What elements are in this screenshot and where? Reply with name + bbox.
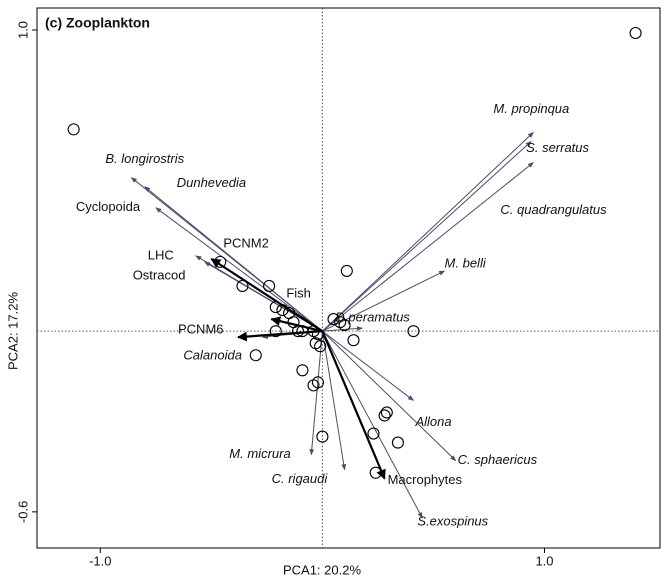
site-point — [291, 325, 305, 338]
site-point — [629, 26, 642, 40]
species-arrow — [322, 131, 534, 332]
species-label: M. belli — [445, 255, 487, 270]
species-arrow — [322, 162, 534, 332]
site-point — [249, 349, 262, 362]
site-point — [276, 304, 289, 317]
site-point — [316, 430, 329, 443]
species-arrow — [322, 330, 457, 462]
y-tick-label: 1.0 — [15, 21, 30, 39]
plot-frame — [36, 7, 661, 549]
chart-title: (c) Zooplankton — [45, 15, 150, 31]
x-tick-label: 1.0 — [535, 553, 553, 568]
site-point — [314, 340, 327, 353]
environment-label: PCNM6 — [178, 322, 224, 337]
site-point — [407, 325, 420, 338]
species-arrow — [321, 330, 423, 519]
site-point — [307, 379, 320, 392]
environment-label: PCNM2 — [223, 235, 269, 250]
site-point — [369, 466, 382, 479]
site-point — [214, 255, 227, 268]
species-label: M. micrura — [229, 446, 290, 461]
species-label: Dunhevedia — [177, 175, 246, 190]
species-label: C. sphaericus — [458, 452, 538, 467]
site-point — [327, 313, 340, 326]
site-point — [338, 319, 351, 332]
site-point — [296, 364, 309, 377]
environment-arrow — [321, 330, 386, 480]
species-arrow — [322, 141, 532, 332]
site-point — [311, 328, 325, 341]
y-axis-label: PCA2: 17.2% — [5, 292, 20, 370]
site-point — [380, 406, 393, 419]
site-point — [340, 264, 353, 277]
species-label: C. rigaudi — [272, 471, 329, 486]
species-arrow — [322, 330, 414, 401]
species-label: LHC — [148, 247, 174, 262]
species-label: C. quadrangulatus — [500, 202, 607, 217]
site-point — [391, 436, 404, 449]
species-label: S.exospinus — [417, 513, 488, 528]
site-point — [347, 334, 360, 347]
environment-label: Fish — [286, 286, 311, 301]
species-label: Ostracod — [133, 267, 186, 282]
species-label: S. serratus — [526, 140, 589, 155]
species-arrow — [322, 270, 446, 332]
site-point — [269, 325, 282, 338]
site-point — [269, 301, 282, 314]
environment-arrow — [270, 316, 323, 333]
species-arrow — [321, 331, 347, 471]
species-label: Calanoida — [183, 348, 242, 363]
x-tick-label: -1.0 — [89, 553, 111, 568]
y-tick-label: -0.6 — [15, 501, 30, 523]
site-point — [236, 279, 249, 293]
site-point — [263, 279, 276, 293]
site-point — [378, 409, 391, 422]
species-label: D.peramatus — [335, 310, 410, 325]
species-label: B. longirostris — [105, 151, 184, 166]
species-arrow — [155, 207, 323, 332]
species-arrow — [144, 186, 323, 332]
site-point — [367, 427, 380, 440]
x-axis-label: PCA1: 20.2% — [283, 562, 361, 577]
environment-arrow — [210, 257, 324, 333]
species-label: Allona — [414, 414, 451, 429]
species-label: Cyclopoida — [76, 199, 141, 214]
species-label: M. propinqua — [493, 101, 569, 116]
environment-label: Macrophytes — [388, 472, 463, 487]
site-point — [67, 123, 80, 136]
